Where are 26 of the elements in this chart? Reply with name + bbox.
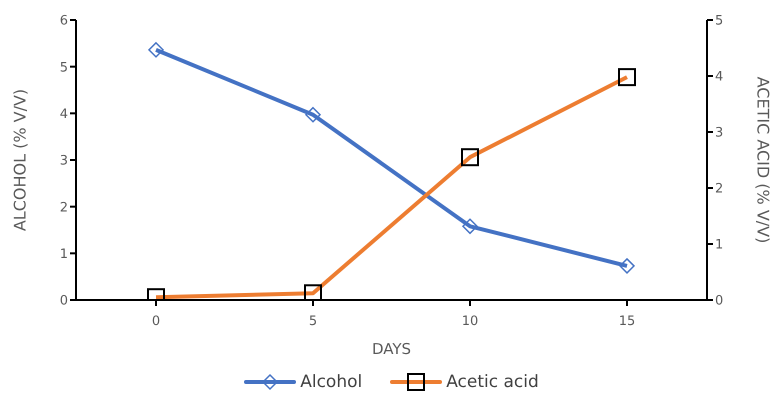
y2-tick-label: 0 [715, 294, 724, 309]
y-tick-label: 4 [60, 106, 68, 122]
y2-tick-label: 2 [715, 182, 724, 197]
point [148, 42, 164, 58]
x-tick-label: 5 [308, 314, 318, 330]
y-tick-label: 2 [60, 200, 68, 216]
y-tick-label: 1 [60, 246, 68, 262]
x-tick-label: 10 [462, 314, 478, 330]
y2-axis-title: ACETIC ACID (% V/V) [753, 76, 772, 244]
y-tick-label: 3 [60, 154, 68, 169]
y2-tick-label: 1 [715, 238, 724, 253]
y2-tick-label: 3 [715, 126, 724, 141]
x-axis-title: DAYS [372, 340, 412, 358]
y-tick-label: 6 [60, 14, 68, 29]
y-tick-label: 0 [60, 294, 68, 309]
point [462, 218, 478, 234]
legend-label: Acetic acid [446, 372, 539, 392]
y2-tick-label: 5 [715, 14, 724, 29]
y-axis-title: ALCOHOL (% V/V) [10, 88, 30, 232]
point [305, 106, 321, 122]
legend-label: Alcohol [300, 372, 362, 392]
x-tick-label: 0 [152, 314, 160, 330]
point [619, 258, 635, 274]
y2-tick-label: 4 [715, 70, 724, 85]
y-tick-label: 5 [60, 60, 68, 76]
x-tick-label: 15 [618, 314, 636, 330]
